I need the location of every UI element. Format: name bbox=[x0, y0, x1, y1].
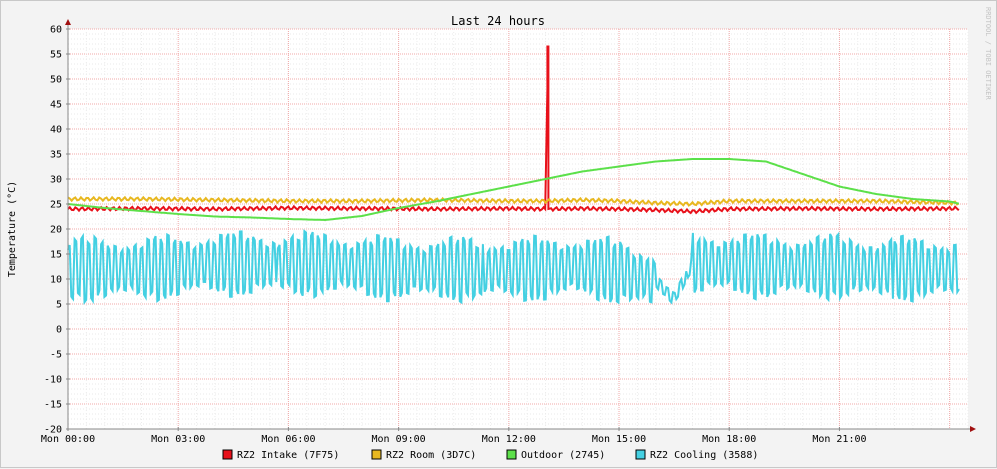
y-tick-label: 50 bbox=[50, 75, 62, 86]
legend-label: Outdoor (2745) bbox=[521, 450, 605, 461]
x-tick-label: Mon 12:00 bbox=[482, 434, 536, 445]
legend-swatch bbox=[506, 449, 517, 460]
y-tick-label: 15 bbox=[50, 250, 62, 261]
y-tick-label: -20 bbox=[44, 425, 62, 436]
x-tick-label: Mon 06:00 bbox=[261, 434, 315, 445]
x-tick-label: Mon 15:00 bbox=[592, 434, 646, 445]
x-axis-arrow bbox=[970, 426, 976, 432]
series-line-4 bbox=[67, 229, 960, 305]
x-tick-label: Mon 09:00 bbox=[372, 434, 426, 445]
legend-swatch bbox=[635, 449, 646, 460]
legend-swatch bbox=[371, 449, 382, 460]
y-tick-label: 30 bbox=[50, 175, 62, 186]
y-tick-label: 0 bbox=[56, 325, 62, 336]
y-tick-label: -15 bbox=[44, 400, 62, 411]
y-tick-label: 25 bbox=[50, 200, 62, 211]
x-tick-label: Mon 18:00 bbox=[702, 434, 756, 445]
legend-label: RZ2 Cooling (3588) bbox=[650, 450, 758, 461]
y-tick-label: -10 bbox=[44, 375, 62, 386]
axes bbox=[65, 19, 976, 432]
y-tick-labels: -20 -15 -10 -5 0 5 10 15 20 25 30 35 40 45 50 55 60 bbox=[44, 25, 70, 436]
y-tick-label: 40 bbox=[50, 125, 62, 136]
y-axis-label: Temperature (°C) bbox=[7, 181, 18, 277]
series-line-2 bbox=[67, 195, 960, 207]
x-tick-labels: Mon 00:00 Mon 03:00 Mon 06:00 Mon 09:00 Mon … bbox=[41, 427, 867, 445]
y-tick-label: 55 bbox=[50, 50, 62, 61]
legend-label: RZ2 Intake (7F75) bbox=[237, 450, 339, 461]
legend: RZ2 Intake (7F75) RZ2 Room (3D7C) Outdoor … bbox=[222, 449, 758, 461]
y-tick-label: 20 bbox=[50, 225, 62, 236]
series-line-1 bbox=[67, 45, 960, 215]
y-tick-label: 60 bbox=[50, 25, 62, 36]
y-axis-arrow bbox=[65, 19, 71, 25]
y-tick-label: 45 bbox=[50, 100, 62, 111]
y-tick-label: 5 bbox=[56, 300, 62, 311]
x-tick-label: Mon 03:00 bbox=[151, 434, 205, 445]
chart-title: Last 24 hours bbox=[451, 14, 545, 28]
watermark-text: RRDTOOL / TOBI OETIKER bbox=[984, 7, 992, 101]
x-tick-label: Mon 21:00 bbox=[812, 434, 866, 445]
y-tick-label: -5 bbox=[50, 350, 62, 361]
legend-label: RZ2 Room (3D7C) bbox=[386, 450, 476, 461]
y-tick-label: 35 bbox=[50, 150, 62, 161]
y-tick-label: 10 bbox=[50, 275, 62, 286]
x-tick-label: Mon 00:00 bbox=[41, 434, 95, 445]
legend-swatch bbox=[222, 449, 233, 460]
series-lines bbox=[67, 45, 960, 305]
series-line-3 bbox=[67, 158, 960, 222]
grid-lines bbox=[67, 28, 969, 430]
